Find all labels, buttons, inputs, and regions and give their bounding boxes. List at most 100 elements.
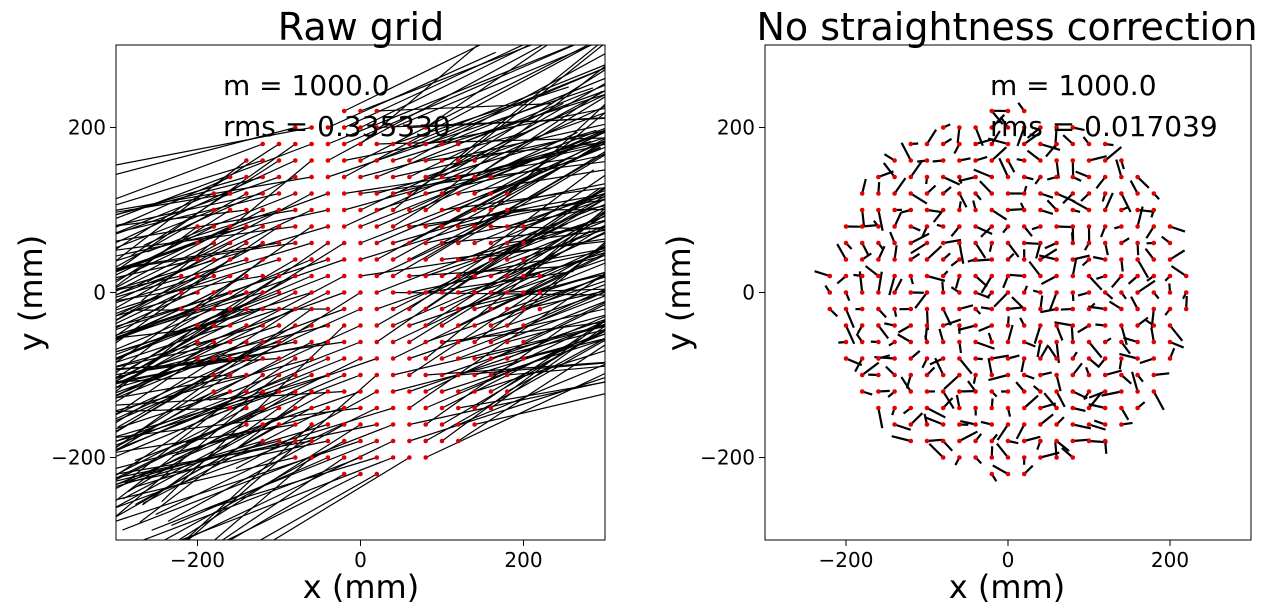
grid-point — [211, 356, 217, 361]
residual-vector — [360, 146, 605, 244]
grid-point — [1070, 339, 1076, 345]
grid-point — [843, 339, 849, 345]
residual-vector — [1043, 392, 1058, 409]
grid-point — [488, 273, 494, 279]
grid-point — [1005, 471, 1011, 477]
grid-point — [1167, 273, 1173, 279]
residual-vector — [993, 291, 1009, 308]
grid-point — [407, 372, 412, 378]
grid-point — [1070, 356, 1076, 361]
residual-vector — [409, 53, 605, 162]
residual-vector — [1026, 126, 1042, 139]
grid-point — [390, 125, 396, 130]
grid-point — [1135, 240, 1140, 246]
grid-point — [908, 339, 914, 345]
grid-point — [1167, 339, 1173, 345]
grid-point — [957, 389, 962, 394]
grid-point — [924, 273, 930, 279]
grid-point — [1151, 191, 1157, 196]
grid-point — [1102, 405, 1108, 411]
grid-point — [260, 174, 266, 180]
grid-point — [940, 141, 946, 147]
grid-point — [957, 323, 962, 328]
residual-vector — [116, 341, 231, 368]
residual-vector — [1047, 345, 1058, 360]
grid-point — [293, 207, 298, 213]
grid-point — [374, 108, 380, 114]
residual-vector — [1036, 341, 1042, 358]
grid-point — [876, 240, 881, 246]
residual-vector — [409, 230, 591, 343]
y-tick-label: −200 — [700, 446, 755, 470]
grid-point — [276, 372, 282, 378]
grid-point — [973, 306, 978, 312]
residual-vector — [116, 407, 361, 438]
residual-vector — [506, 214, 605, 277]
residual-vector — [928, 442, 944, 459]
grid-point — [276, 141, 282, 147]
residual-vector — [116, 225, 296, 251]
grid-point — [309, 422, 314, 427]
grid-point — [892, 273, 897, 279]
residual-vector — [974, 127, 984, 147]
grid-point — [537, 306, 543, 312]
residual-vector — [854, 357, 864, 373]
grid-point — [827, 290, 833, 295]
residual-vector — [259, 473, 378, 540]
residual-vector — [957, 324, 976, 332]
residual-vector — [1111, 275, 1123, 289]
grid-point — [989, 290, 995, 295]
grid-point — [973, 455, 978, 460]
grid-point — [456, 224, 461, 229]
grid-point — [892, 207, 897, 213]
grid-point — [260, 339, 266, 345]
residual-vector — [1039, 248, 1058, 261]
grid-point — [1102, 257, 1108, 262]
residual-vector — [116, 126, 312, 166]
grid-point — [244, 257, 249, 262]
grid-point — [1054, 191, 1059, 196]
grid-point — [358, 323, 363, 328]
grid-point — [407, 125, 412, 130]
grid-point — [1038, 273, 1043, 279]
x-axis-label: x (mm) — [303, 568, 419, 604]
grid-point — [1054, 141, 1059, 147]
grid-point — [439, 273, 445, 279]
residual-vector — [1055, 374, 1062, 392]
grid-point — [374, 240, 380, 246]
residual-vector — [116, 390, 247, 442]
grid-point — [1151, 240, 1157, 246]
grid-point — [341, 455, 347, 460]
grid-point — [957, 174, 962, 180]
grid-point — [957, 438, 962, 444]
residual-vector — [490, 328, 605, 360]
residual-vector — [116, 242, 312, 304]
residual-vector — [1169, 324, 1184, 342]
grid-point — [1119, 290, 1124, 295]
grid-point — [1151, 356, 1157, 361]
grid-point — [908, 372, 914, 378]
residual-vector — [490, 330, 605, 393]
grid-point — [1021, 471, 1027, 477]
grid-point — [309, 323, 314, 328]
grid-point — [1054, 290, 1059, 295]
grid-point — [1054, 372, 1059, 378]
grid-point — [989, 405, 995, 411]
grid-point — [924, 141, 930, 147]
grid-point — [1005, 323, 1011, 328]
residual-vector — [458, 196, 605, 228]
residual-vector — [376, 103, 553, 112]
grid-point — [1151, 372, 1157, 378]
residual-vector — [1062, 192, 1074, 205]
grid-point — [973, 141, 978, 147]
grid-point — [1086, 141, 1092, 147]
grid-point — [908, 323, 914, 328]
grid-point — [374, 257, 380, 262]
grid-point — [227, 405, 233, 411]
grid-point — [973, 389, 978, 394]
grid-point — [325, 323, 331, 328]
residual-vector — [116, 357, 312, 412]
residual-vector — [980, 225, 993, 238]
grid-point — [1054, 438, 1059, 444]
grid-point — [276, 240, 282, 246]
